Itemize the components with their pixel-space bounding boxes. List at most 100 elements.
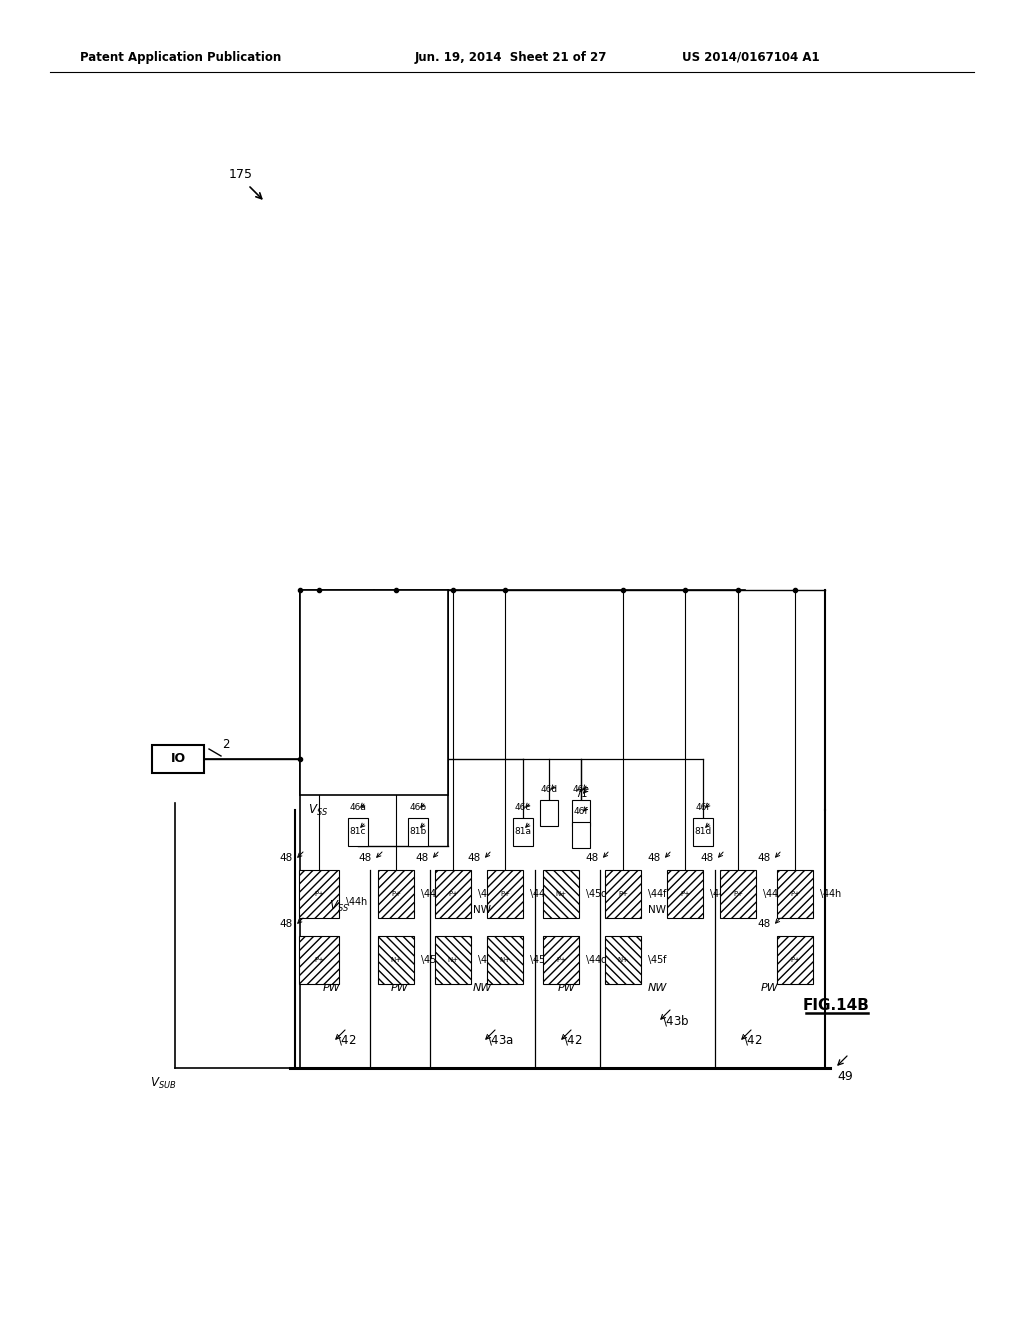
- Text: 71: 71: [574, 789, 587, 799]
- Text: P+: P+: [618, 891, 628, 898]
- Text: 48: 48: [700, 853, 714, 863]
- Bar: [543, 936, 579, 983]
- Text: IO: IO: [170, 752, 185, 766]
- Text: 81a: 81a: [514, 828, 531, 837]
- Text: NW: NW: [472, 983, 492, 993]
- Bar: [152, 744, 204, 774]
- Bar: [540, 800, 558, 826]
- Text: $V_{SUB}$: $V_{SUB}$: [150, 1076, 176, 1090]
- Bar: [605, 870, 641, 917]
- Text: P+: P+: [314, 957, 324, 964]
- Text: 48: 48: [758, 853, 771, 863]
- Text: $V_{SS}$: $V_{SS}$: [329, 899, 349, 913]
- Bar: [777, 870, 813, 917]
- Text: P+: P+: [790, 957, 800, 964]
- Text: PW: PW: [391, 983, 409, 993]
- Text: $V_{DD}$: $V_{DD}$: [342, 783, 364, 797]
- Text: $\mathregular{\backslash}$44b: $\mathregular{\backslash}$44b: [477, 887, 501, 900]
- Text: 46c: 46c: [515, 804, 531, 813]
- Text: 48: 48: [280, 853, 293, 863]
- Text: 49: 49: [837, 1071, 853, 1082]
- Text: PW: PW: [324, 983, 341, 993]
- Text: $\mathregular{\backslash}$43a: $\mathregular{\backslash}$43a: [487, 1034, 514, 1047]
- Text: $\mathregular{\backslash}$44g: $\mathregular{\backslash}$44g: [762, 887, 785, 902]
- Text: 46d: 46d: [541, 785, 557, 795]
- Text: Patent Application Publication: Patent Application Publication: [80, 50, 282, 63]
- Text: NW: NW: [648, 906, 666, 915]
- Text: 48: 48: [468, 853, 481, 863]
- Bar: [667, 870, 703, 917]
- Text: P+: P+: [500, 891, 510, 898]
- Bar: [693, 818, 713, 846]
- Bar: [299, 870, 339, 917]
- Bar: [487, 870, 523, 917]
- Text: 2: 2: [222, 738, 229, 751]
- Bar: [408, 818, 428, 846]
- Text: P+: P+: [391, 891, 401, 898]
- Text: NW: NW: [647, 983, 667, 993]
- Text: P+: P+: [314, 891, 324, 898]
- Text: $\mathregular{\backslash}$45c: $\mathregular{\backslash}$45c: [529, 953, 551, 966]
- Text: Jun. 19, 2014  Sheet 21 of 27: Jun. 19, 2014 Sheet 21 of 27: [415, 50, 607, 63]
- Bar: [572, 822, 590, 847]
- Text: 46f: 46f: [573, 808, 589, 817]
- Bar: [487, 936, 523, 983]
- Text: $\mathregular{\backslash}$42: $\mathregular{\backslash}$42: [337, 1034, 356, 1047]
- Bar: [605, 936, 641, 983]
- Text: P+: P+: [733, 891, 743, 898]
- Text: N+: N+: [447, 957, 459, 964]
- Bar: [299, 936, 339, 983]
- Bar: [435, 870, 471, 917]
- Text: 48: 48: [758, 919, 771, 929]
- Text: 81d: 81d: [694, 828, 712, 837]
- Text: FIG.14B: FIG.14B: [803, 998, 869, 1012]
- Text: P+: P+: [680, 891, 690, 898]
- Text: $\mathregular{\backslash}$45d: $\mathregular{\backslash}$45d: [585, 887, 608, 900]
- Text: $\mathregular{\backslash}$42: $\mathregular{\backslash}$42: [563, 1034, 583, 1047]
- Text: $\mathregular{\backslash}$44c: $\mathregular{\backslash}$44c: [529, 887, 551, 900]
- Text: PW: PW: [761, 983, 779, 993]
- Bar: [572, 800, 590, 826]
- Text: $\mathregular{\backslash}$45f: $\mathregular{\backslash}$45f: [647, 953, 669, 966]
- Text: N+: N+: [555, 891, 566, 898]
- Text: $\mathregular{\backslash}$44g: $\mathregular{\backslash}$44g: [709, 887, 732, 902]
- Text: $\mathregular{\backslash}$45b: $\mathregular{\backslash}$45b: [477, 953, 501, 966]
- Text: $\mathregular{\backslash}$43b: $\mathregular{\backslash}$43b: [662, 1012, 690, 1027]
- Text: 48: 48: [358, 853, 372, 863]
- Text: $\mathregular{\backslash}$44f: $\mathregular{\backslash}$44f: [647, 887, 669, 900]
- Text: 81c: 81c: [350, 828, 367, 837]
- Text: 48: 48: [586, 853, 599, 863]
- Text: $\mathregular{175}$: $\mathregular{175}$: [228, 169, 253, 181]
- Text: 46e: 46e: [572, 785, 590, 795]
- Text: $\mathregular{\backslash}$44d: $\mathregular{\backslash}$44d: [585, 953, 608, 966]
- Text: $\mathregular{\backslash}$44h: $\mathregular{\backslash}$44h: [345, 895, 368, 908]
- Text: 48: 48: [280, 919, 293, 929]
- Bar: [513, 818, 534, 846]
- Bar: [777, 936, 813, 983]
- Text: 48: 48: [416, 853, 429, 863]
- Text: PW: PW: [558, 983, 575, 993]
- Bar: [435, 936, 471, 983]
- Bar: [378, 936, 414, 983]
- Text: N+: N+: [617, 957, 629, 964]
- Text: N+: N+: [500, 957, 511, 964]
- Bar: [378, 870, 414, 917]
- Text: $\mathregular{\backslash}$45a: $\mathregular{\backslash}$45a: [420, 953, 442, 966]
- Text: N+: N+: [390, 957, 401, 964]
- Text: US 2014/0167104 A1: US 2014/0167104 A1: [682, 50, 819, 63]
- Text: 46b: 46b: [410, 804, 427, 813]
- Bar: [348, 818, 368, 846]
- Text: $V_{SS}$: $V_{SS}$: [308, 803, 329, 817]
- Text: $\mathregular{\backslash}$42: $\mathregular{\backslash}$42: [743, 1034, 763, 1047]
- Bar: [300, 590, 449, 795]
- Bar: [720, 870, 756, 917]
- Text: $\mathregular{\backslash}$44h: $\mathregular{\backslash}$44h: [819, 887, 842, 900]
- Text: $\mathregular{\backslash}$44a: $\mathregular{\backslash}$44a: [420, 887, 442, 900]
- Text: NW: NW: [473, 906, 490, 915]
- Text: P+: P+: [556, 957, 566, 964]
- Text: 48: 48: [648, 853, 662, 863]
- Text: 81b: 81b: [410, 828, 427, 837]
- Text: P+: P+: [449, 891, 458, 898]
- Text: P+: P+: [790, 891, 800, 898]
- Text: 46i: 46i: [696, 804, 710, 813]
